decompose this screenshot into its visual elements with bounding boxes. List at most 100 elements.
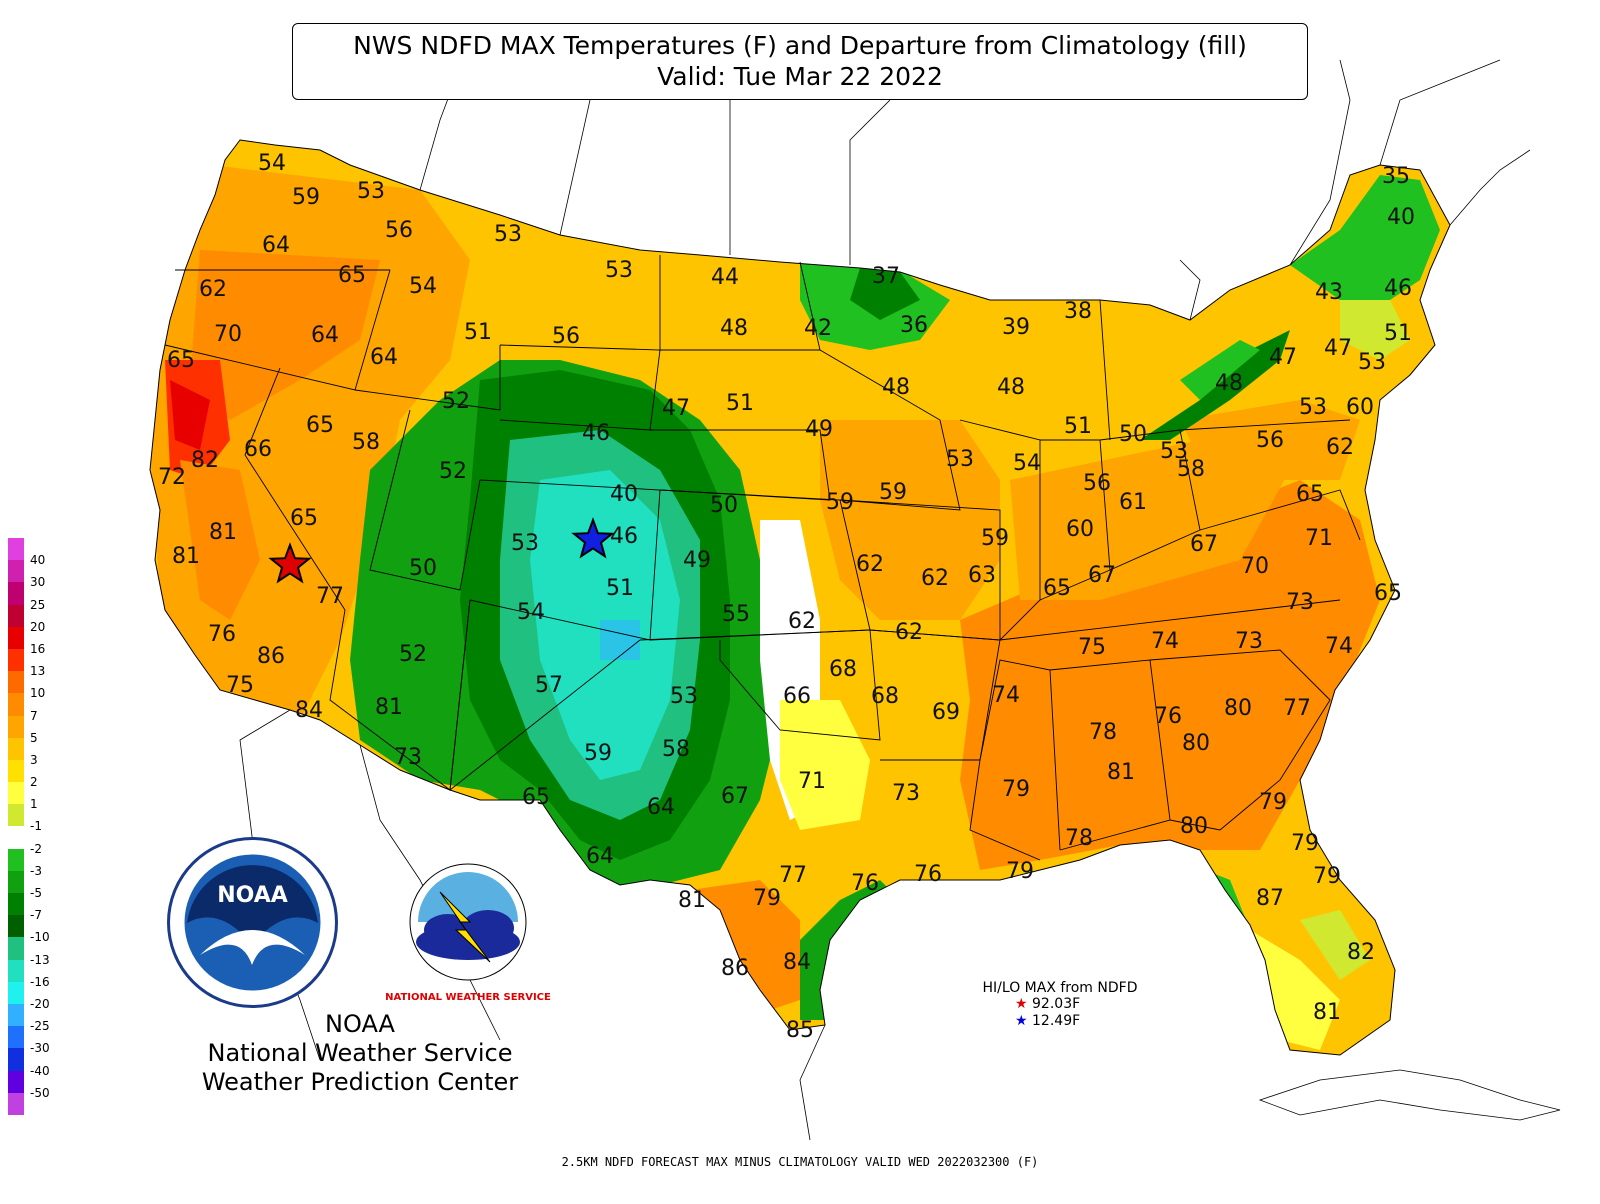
state-borders [164,255,1361,861]
legend-swatch [8,1003,24,1027]
temperature-label: 84 [783,950,811,975]
temperature-label: 51 [1384,321,1412,346]
legend-row: 7 [8,709,58,738]
temperature-label: 46 [582,421,610,446]
temperature-label: 52 [442,389,470,414]
legend-row: -2 [8,842,58,871]
temperature-label: 60 [1066,517,1094,542]
temperature-label: 57 [535,673,563,698]
temperature-label: 79 [1002,777,1030,802]
hilo-low: ★ 12.49F [1015,1013,1160,1030]
legend-row: -20 [8,997,58,1027]
legend-label: 20 [30,619,46,634]
legend-row: 25 [8,598,58,627]
legend-row: 20 [8,620,58,649]
temperature-label: 53 [1160,439,1188,464]
legend-label: -20 [30,996,50,1011]
agency-service: National Weather Service [207,1039,513,1067]
color-legend: 40 30 25 20 16 13 10 7 5 3 2 1 -1 -2 -3 -5 -7 -10 -13 -16 -2… [8,538,58,1115]
legend-label: 30 [30,575,46,590]
legend-label: -3 [30,863,42,878]
map-title: NWS NDFD MAX Temperatures (F) and Depart… [353,31,1247,60]
temperature-label: 76 [208,622,236,647]
temperature-label: 56 [1256,428,1284,453]
legend-swatch [8,737,24,760]
temperature-label: 75 [226,673,254,698]
legend-swatch [8,671,24,694]
temperature-label: 70 [1241,554,1269,579]
temperature-label: 50 [710,493,738,518]
temperature-label: 51 [726,391,754,416]
legend-label: -16 [30,974,50,989]
temperature-label: 68 [871,684,899,709]
legend-swatch [8,715,24,738]
temperature-label: 75 [1078,635,1106,660]
map-valid-time: Valid: Tue Mar 22 2022 [657,62,943,91]
legend-row: -50 [8,1086,58,1115]
temperature-label: 62 [788,609,816,634]
agency-name: NOAA [325,1010,395,1038]
legend-label: -7 [30,908,42,923]
temperature-label: 40 [1387,205,1415,230]
legend-row: 10 [8,686,58,716]
temperature-label: 53 [511,531,539,556]
temperature-label: 80 [1182,731,1210,756]
temperature-label: 73 [1286,590,1314,615]
temperature-label: 79 [1313,864,1341,889]
temperature-label: 74 [1151,629,1179,654]
temperature-label: 79 [1006,859,1034,884]
max-high-star-icon [268,542,312,584]
temperature-label: 62 [1326,435,1354,460]
agency-block: NOAA National Weather Service Weather Pr… [160,1010,560,1097]
temperature-label: 73 [1235,629,1263,654]
legend-row: -5 [8,886,58,916]
legend-swatch [8,1070,24,1093]
title-box: NWS NDFD MAX Temperatures (F) and Depart… [292,23,1308,100]
hilo-title: HI/LO MAX from NDFD [982,980,1138,996]
temperature-label: 55 [722,602,750,627]
temperature-label: 36 [900,313,928,338]
temperature-label: 53 [605,258,633,283]
legend-row: 3 [8,753,58,783]
legend-label: 1 [30,797,38,812]
temperature-label: 80 [1180,814,1208,839]
legend-row: -7 [8,908,58,938]
temperature-label: 65 [1043,576,1071,601]
temperature-label: 50 [409,556,437,581]
legend-row: 1 [8,797,58,827]
temperature-label: 51 [1064,414,1092,439]
temperature-label: 53 [946,447,974,472]
temperature-label: 76 [1154,704,1182,729]
temperature-label: 49 [805,417,833,442]
temperature-label: 62 [199,277,227,302]
temperature-label: 86 [257,644,285,669]
noaa-logo: NOAA [167,837,338,1008]
temperature-label: 38 [1064,299,1092,324]
temperature-label: 48 [720,316,748,341]
temperature-label: 81 [375,695,403,720]
temperature-label: 69 [932,700,960,725]
legend-row: 40 [8,553,58,583]
temperature-label: 56 [1083,471,1111,496]
temperature-label: 62 [856,552,884,577]
temperature-label: 47 [1269,345,1297,370]
temperature-label: 59 [981,526,1009,551]
temperature-label: 70 [214,322,242,347]
temperature-label: 39 [1002,315,1030,340]
temperature-label: 54 [409,274,437,299]
temperature-label: 71 [798,769,826,794]
temperature-label: 47 [662,396,690,421]
temperature-label: 87 [1256,886,1284,911]
temperature-label: 53 [1299,395,1327,420]
temperature-label: 73 [394,745,422,770]
temperature-label: 67 [1088,563,1116,588]
temperature-label: 78 [1065,826,1093,851]
legend-swatch [8,804,24,827]
legend-swatch [8,959,24,982]
temperature-label: 56 [385,218,413,243]
legend-swatch [8,538,24,561]
temperature-label: 46 [610,524,638,549]
temperature-label: 44 [711,265,739,290]
legend-label: -30 [30,1041,50,1056]
legend-swatch [8,937,24,960]
